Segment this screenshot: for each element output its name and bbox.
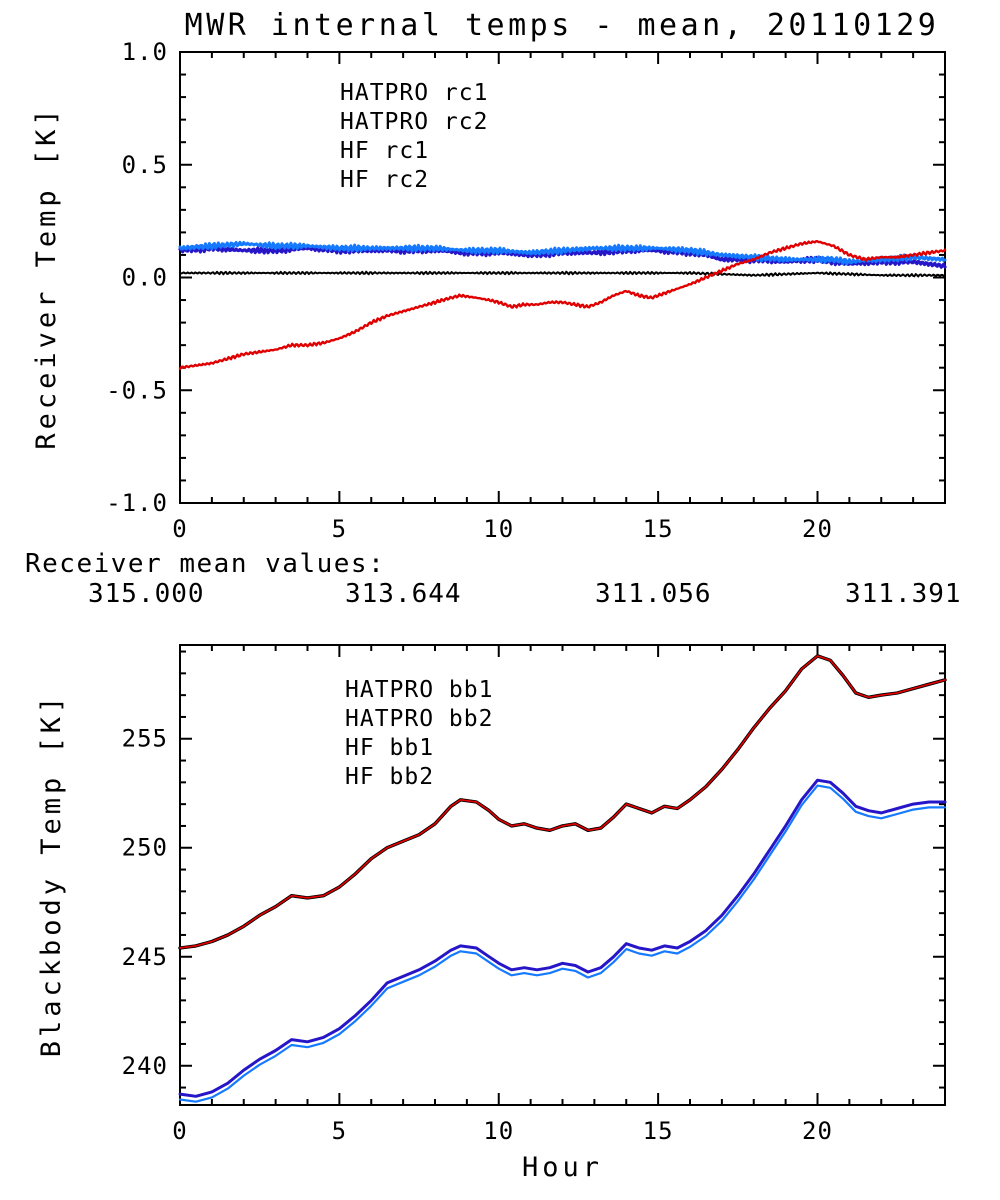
legend-item-hatpro-rc1: HATPRO rc1 bbox=[340, 80, 488, 106]
legend-item-hf-bb2: HF bb2 bbox=[345, 764, 434, 790]
series-group bbox=[178, 654, 947, 1103]
series-hatpro-bb1 bbox=[178, 654, 947, 950]
y-axis-label: Blackbody Temp [K] bbox=[36, 693, 67, 1058]
legend: HATPRO rc1 HATPRO rc2 HF rc1 HF rc2 bbox=[340, 80, 488, 193]
legend-item-hatpro-bb1: HATPRO bb1 bbox=[345, 677, 493, 703]
x-tick-labels: 0 5 10 15 20 bbox=[172, 515, 833, 543]
legend-item-hatpro-rc2: HATPRO rc2 bbox=[340, 109, 488, 135]
mean-value-2: 311.056 bbox=[595, 579, 712, 609]
mean-value-0: 315.000 bbox=[88, 579, 205, 609]
y-tick-labels: -1.0 -0.5 0.0 0.5 1.0 bbox=[106, 38, 168, 517]
plot-frame bbox=[179, 644, 946, 1106]
series-group bbox=[178, 239, 947, 371]
mean-value-3: 311.391 bbox=[845, 579, 962, 609]
x-tick-label: 0 bbox=[172, 1117, 187, 1145]
x-tick-label: 20 bbox=[802, 515, 833, 543]
y-axis-label: Receiver Temp [K] bbox=[31, 105, 62, 449]
y-tick-label: -1.0 bbox=[106, 489, 168, 517]
plot-frame bbox=[179, 51, 946, 504]
y-tick-label: -0.5 bbox=[106, 376, 168, 404]
series-hatpro-rc2 bbox=[178, 239, 947, 371]
x-tick-label: 20 bbox=[802, 1117, 833, 1145]
mean-value-1: 313.644 bbox=[345, 579, 462, 609]
y-tick-labels: 240 245 250 255 bbox=[122, 725, 168, 1080]
y-tick-label: 0.0 bbox=[122, 264, 168, 292]
figure-title: MWR internal temps - mean, 20110129 bbox=[185, 8, 940, 43]
axis-ticks bbox=[179, 51, 946, 504]
series-hatpro-rc1 bbox=[179, 270, 946, 278]
legend-item-hf-rc1: HF rc1 bbox=[340, 138, 429, 164]
legend-item-hf-bb1: HF bb1 bbox=[345, 735, 434, 761]
x-tick-label: 15 bbox=[643, 515, 674, 543]
x-tick-labels: 0 5 10 15 20 bbox=[172, 1117, 833, 1145]
x-tick-label: 15 bbox=[643, 1117, 674, 1145]
blackbody-temp-chart: 0 5 10 15 20 240 245 250 255 Blackbody Temp [K] Ho… bbox=[36, 644, 947, 1183]
receiver-temp-chart: 0 5 10 15 20 -1.0 -0.5 0.0 0.5 1.0 Receiver Temp [… bbox=[31, 38, 947, 543]
x-tick-label: 5 bbox=[332, 1117, 347, 1145]
y-tick-label: 250 bbox=[122, 834, 168, 862]
mean-values-label: Receiver mean values: bbox=[25, 549, 385, 579]
x-tick-label: 10 bbox=[483, 515, 514, 543]
y-tick-label: 245 bbox=[122, 943, 168, 971]
y-tick-label: 0.5 bbox=[122, 151, 168, 179]
series-hf-rc2 bbox=[178, 240, 947, 266]
y-tick-label: 1.0 bbox=[122, 38, 168, 66]
x-tick-label: 10 bbox=[483, 1117, 514, 1145]
x-axis-label: Hour bbox=[522, 1152, 603, 1183]
series-hatpro-bb2 bbox=[179, 655, 946, 949]
series-hf-bb2 bbox=[178, 784, 947, 1103]
x-tick-label: 0 bbox=[172, 515, 187, 543]
series-hf-bb1 bbox=[178, 778, 947, 1098]
axis-ticks bbox=[179, 645, 946, 1105]
legend-item-hatpro-bb2: HATPRO bb2 bbox=[345, 706, 493, 732]
legend: HATPRO bb1 HATPRO bb2 HF bb1 HF bb2 bbox=[345, 677, 493, 790]
mean-values-row: 315.000 313.644 311.056 311.391 bbox=[88, 579, 962, 609]
legend-item-hf-rc2: HF rc2 bbox=[340, 167, 429, 193]
y-tick-label: 240 bbox=[122, 1052, 168, 1080]
x-tick-label: 5 bbox=[332, 515, 347, 543]
y-tick-label: 255 bbox=[122, 725, 168, 753]
